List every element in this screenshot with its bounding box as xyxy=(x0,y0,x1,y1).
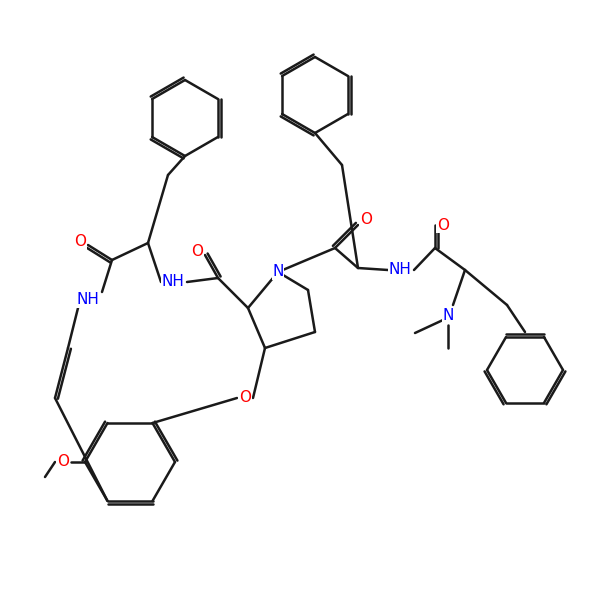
Text: O: O xyxy=(57,455,69,469)
Text: O: O xyxy=(360,212,372,227)
Text: N: N xyxy=(442,307,454,323)
Text: NH: NH xyxy=(161,275,184,289)
Text: O: O xyxy=(239,391,251,406)
Text: NH: NH xyxy=(389,263,412,277)
Text: O: O xyxy=(191,245,203,259)
Text: N: N xyxy=(272,265,284,280)
Text: O: O xyxy=(74,235,86,250)
Text: O: O xyxy=(437,217,449,232)
Text: NH: NH xyxy=(77,292,100,307)
